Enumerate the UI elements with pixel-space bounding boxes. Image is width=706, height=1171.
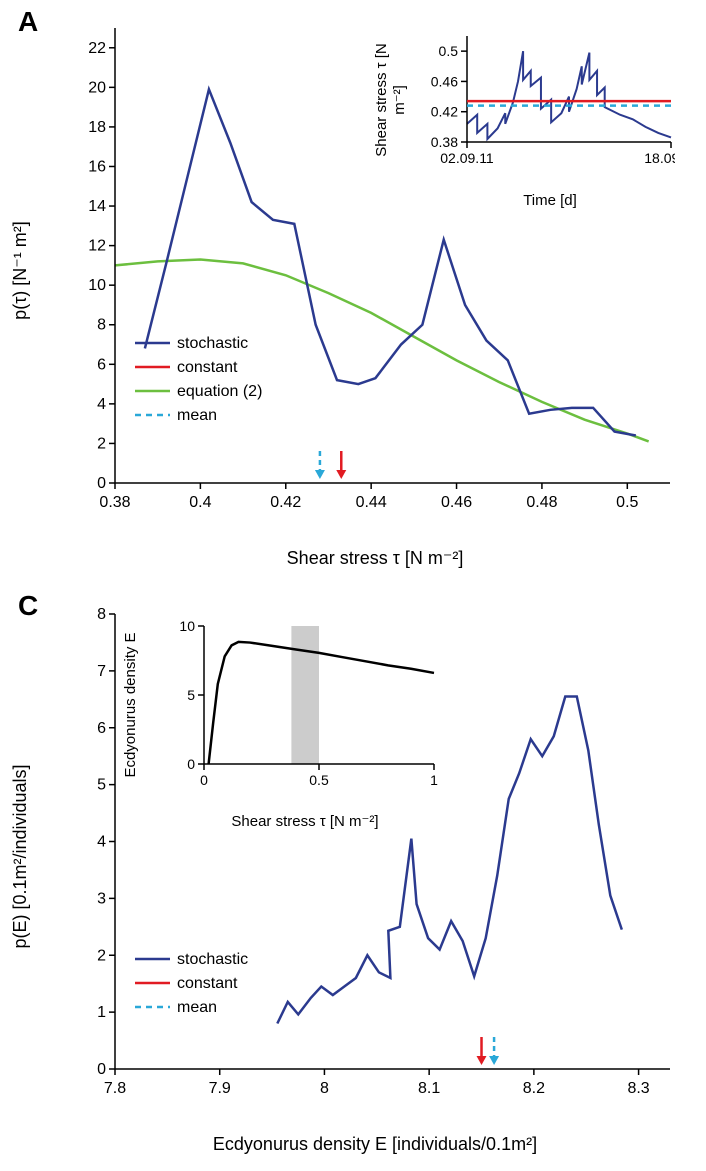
svg-text:0.44: 0.44 [356, 494, 387, 511]
svg-text:0: 0 [200, 772, 208, 788]
svg-text:7.9: 7.9 [209, 1080, 231, 1097]
density-curve [209, 642, 434, 764]
svg-text:0.42: 0.42 [270, 494, 301, 511]
svg-text:0.46: 0.46 [431, 73, 458, 89]
svg-text:7.8: 7.8 [104, 1080, 126, 1097]
svg-text:18.09.11: 18.09.11 [644, 150, 675, 166]
svg-text:0: 0 [97, 475, 106, 492]
arrow-head [336, 470, 346, 479]
svg-text:0.5: 0.5 [309, 772, 329, 788]
svg-text:02.09.11: 02.09.11 [440, 150, 494, 166]
panel-c-ylabel: p(E) [0.1m²/individuals] [10, 604, 35, 1109]
svg-text:1: 1 [97, 1004, 106, 1021]
svg-text:6: 6 [97, 356, 106, 373]
panel-c-xlabel: Ecdyonurus density E [individuals/0.1m²] [70, 1134, 680, 1155]
svg-text:0: 0 [97, 1061, 106, 1078]
legend-label: stochastic [177, 335, 248, 352]
svg-text:3: 3 [97, 890, 106, 907]
svg-text:8.3: 8.3 [627, 1080, 649, 1097]
legend-label: mean [177, 999, 217, 1016]
svg-text:6: 6 [97, 720, 106, 737]
svg-text:0.48: 0.48 [526, 494, 557, 511]
svg-text:1: 1 [430, 772, 438, 788]
svg-text:18: 18 [88, 119, 106, 136]
svg-text:0: 0 [187, 756, 195, 772]
panel-a-xlabel: Shear stress τ [N m⁻²] [70, 548, 680, 569]
svg-text:5: 5 [187, 687, 195, 703]
legend-label: constant [177, 359, 238, 376]
legend-label: stochastic [177, 951, 248, 968]
panel-d-plot: 00.510510 [170, 620, 440, 790]
legend-label: mean [177, 407, 217, 424]
svg-text:8.1: 8.1 [418, 1080, 440, 1097]
svg-text:0.5: 0.5 [616, 494, 638, 511]
arrow-head [315, 470, 325, 479]
svg-text:10: 10 [88, 277, 106, 294]
svg-text:0.4: 0.4 [189, 494, 211, 511]
arrow-head [489, 1056, 499, 1065]
svg-text:4: 4 [97, 396, 106, 413]
svg-text:8: 8 [97, 317, 106, 334]
svg-text:0.42: 0.42 [431, 104, 458, 120]
svg-text:20: 20 [88, 79, 106, 96]
svg-text:8.2: 8.2 [523, 1080, 545, 1097]
svg-text:16: 16 [88, 158, 106, 175]
svg-text:2: 2 [97, 947, 106, 964]
svg-text:0.46: 0.46 [441, 494, 472, 511]
arrow-head [477, 1056, 487, 1065]
svg-text:0.38: 0.38 [99, 494, 130, 511]
figure-root: A B C D 0.380.40.420.440.460.480.5024681… [0, 0, 706, 1171]
panel-b-ylabel: Shear stress τ [N m⁻²] [373, 32, 393, 168]
panel-b-xlabel: Time [d] [425, 192, 675, 209]
legend-label: constant [177, 975, 238, 992]
svg-text:0.5: 0.5 [439, 43, 459, 59]
svg-text:8: 8 [320, 1080, 329, 1097]
legend-label: equation (2) [177, 383, 262, 400]
svg-text:12: 12 [88, 238, 106, 255]
panel-b-plot: 02.09.11 18.09.11 0.38 0.42 0.46 0.5 [425, 32, 675, 168]
svg-text:14: 14 [88, 198, 106, 215]
panel-d-ylabel: Ecdyonurus density E [122, 620, 142, 790]
svg-text:4: 4 [97, 834, 106, 851]
highlight-band [291, 626, 319, 764]
panel-a-ylabel: p(τ) [N⁻¹ m²] [10, 18, 35, 523]
svg-text:8: 8 [97, 606, 106, 623]
svg-text:10: 10 [179, 620, 195, 634]
svg-text:7: 7 [97, 663, 106, 680]
panel-d-xlabel: Shear stress τ [N m⁻²] [170, 812, 440, 830]
stochastic-ts [467, 51, 671, 139]
svg-text:22: 22 [88, 40, 106, 57]
svg-text:5: 5 [97, 777, 106, 794]
svg-text:0.38: 0.38 [431, 134, 458, 150]
svg-text:2: 2 [97, 435, 106, 452]
